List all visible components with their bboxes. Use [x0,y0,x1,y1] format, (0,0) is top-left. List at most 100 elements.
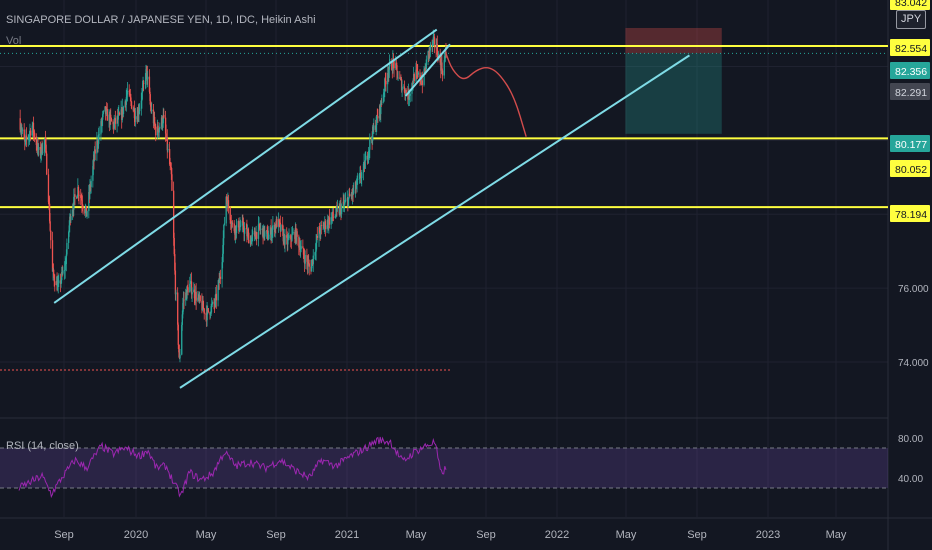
candle-body [385,81,387,85]
price-level-badge: 82.554 [890,39,930,56]
candle-body [377,116,379,119]
candle-body [117,114,119,120]
candle-body [41,144,43,154]
candle [211,297,213,313]
candle-body [443,60,445,76]
candle-body [347,197,350,207]
candle [223,216,226,226]
candle-body [308,263,310,267]
candle-body [189,282,192,284]
volume-label: Vol [6,35,22,47]
candle-body [66,242,68,255]
candle [373,118,375,134]
candle-body [112,121,114,125]
candle-body [89,185,91,195]
candles [19,29,447,363]
candle-body [168,149,171,165]
candle [206,302,208,327]
time-tick-label: May [826,529,847,541]
candle-body [239,225,242,227]
candle-body [54,281,56,286]
candle-body [62,270,64,274]
candle [88,184,90,219]
candle-body [76,195,78,199]
candle-body [425,59,428,70]
candle-body [432,37,434,41]
candle [298,234,300,256]
candle-body [109,114,111,125]
candle [92,151,95,176]
price-level-badge: 82.356 [890,62,930,79]
candle [304,250,306,270]
candle [270,219,272,244]
candle [287,233,289,251]
candle [159,122,161,130]
candle [70,209,72,224]
candle-body [165,133,167,139]
candle [357,172,359,185]
price-level-badge: 82.291 [890,83,930,100]
candle [231,220,234,228]
candle [39,141,42,159]
candle [219,269,222,285]
candle-body [157,125,159,132]
candle-body [387,73,389,85]
candle [230,217,232,230]
candle [138,103,141,114]
candle [308,254,310,265]
candle-body [299,249,302,252]
candle-body [395,63,397,69]
candle-body [72,209,74,217]
candle-body [53,269,55,276]
candle [84,203,87,218]
candle [80,188,82,206]
candle-body [372,126,374,141]
candle [102,109,104,118]
candle-body [61,272,63,281]
candle-body [315,242,317,252]
candle-body [368,151,370,158]
candle-body [37,143,39,150]
candle [81,192,83,213]
candle-body [336,207,339,209]
candle-body [179,354,181,359]
candle-body [259,227,261,230]
candle [174,248,176,275]
candle [27,134,29,147]
candle-body [408,90,410,99]
candle [146,65,148,85]
candle [45,137,47,157]
candle-body [186,286,189,288]
candle-body [100,121,102,135]
candle [48,195,51,224]
candle [259,222,261,235]
candle [299,238,301,256]
candle-body [384,78,387,82]
price-level-value: 82.554 [895,43,927,55]
candle-body [98,134,100,144]
candle-body [126,94,128,98]
candle-body [256,232,258,239]
candle [19,109,21,133]
candle-body [324,221,327,230]
candle-body [219,276,222,279]
candle [150,101,152,114]
candle-body [358,174,361,180]
candle [340,203,343,218]
candle [129,89,131,96]
candle [393,59,395,78]
candle [401,80,403,97]
candle-body [247,232,249,233]
candle-body [380,100,383,103]
candle-body [77,187,80,195]
candle-body [357,179,359,180]
candle-body [278,219,280,222]
candle-body [391,62,393,70]
currency-badge[interactable]: JPY [896,10,927,29]
candle [134,107,137,127]
candle [356,175,358,193]
candle [397,71,399,82]
rsi-tick-label: 40.00 [898,474,923,485]
candle-body [380,100,382,115]
